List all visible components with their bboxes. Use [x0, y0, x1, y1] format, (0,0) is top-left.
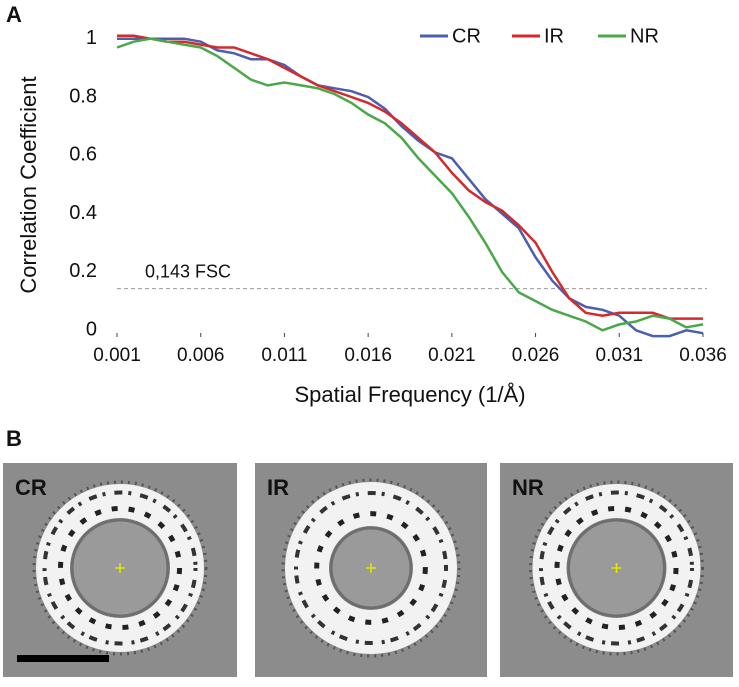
ring-edge	[281, 478, 461, 658]
legend-label: NR	[630, 25, 659, 47]
x-tick-label: 0.011	[261, 345, 307, 366]
legend-label: IR	[544, 25, 564, 47]
legend-label: CR	[452, 25, 481, 47]
density-map: NR	[500, 463, 733, 677]
y-tick-label: 1	[86, 27, 97, 49]
ring	[532, 484, 701, 652]
ring	[285, 482, 457, 654]
ring-texture	[42, 490, 198, 646]
ring	[36, 484, 204, 652]
density-map: CR	[3, 463, 237, 677]
y-axis-title: Correlation Coefficient	[16, 76, 41, 293]
ring-texture	[314, 511, 428, 625]
center-mark	[115, 563, 125, 573]
panel-label: B	[6, 426, 22, 451]
image-label: IR	[267, 475, 289, 500]
x-tick-label: 0.016	[344, 345, 392, 366]
data-line	[117, 34, 703, 320]
x-tick-label: 0.021	[428, 345, 476, 366]
ring-texture	[294, 491, 448, 645]
ring-texture	[554, 505, 679, 631]
x-tick-label: 0.031	[596, 345, 644, 366]
data-line	[116, 37, 704, 332]
panel-label: A	[6, 2, 22, 27]
x-tick-label: 0.036	[679, 345, 727, 366]
y-tick-label: 0.8	[69, 85, 97, 107]
image-label: NR	[512, 475, 544, 500]
y-tick-label: 0.6	[69, 144, 97, 166]
x-axis-title: Spatial Frequency (1/Å)	[294, 382, 525, 407]
image-label: CR	[15, 475, 47, 500]
ring-texture	[57, 505, 183, 631]
y-tick-label: 0.4	[69, 202, 97, 224]
x-tick-label: 0.001	[93, 345, 141, 366]
center-mark	[611, 563, 622, 573]
center-mark	[366, 563, 376, 573]
data-line	[117, 37, 704, 338]
x-tick-label: 0.006	[177, 345, 225, 366]
ring-edge	[529, 480, 704, 656]
y-tick-label: 0	[86, 319, 97, 341]
threshold-label: 0,143 FSC	[145, 261, 231, 281]
ring-texture	[539, 490, 694, 646]
y-tick-label: 0.2	[69, 260, 97, 282]
density-map: IR	[255, 463, 487, 677]
scale-bar	[17, 655, 109, 662]
x-tick-label: 0.026	[512, 345, 560, 366]
ring-edge	[32, 480, 208, 656]
